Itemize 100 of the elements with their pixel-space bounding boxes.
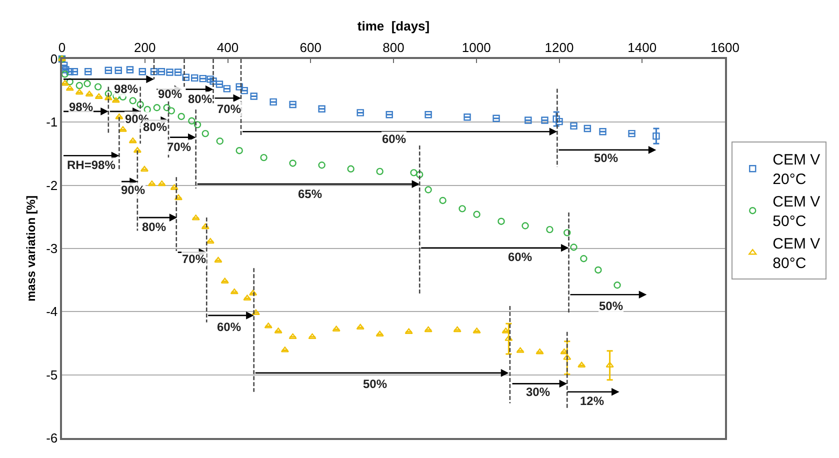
point bbox=[178, 112, 185, 120]
point bbox=[153, 104, 160, 112]
point bbox=[439, 196, 446, 204]
x-tick-label: 1200 bbox=[544, 40, 574, 56]
point bbox=[138, 68, 146, 76]
point bbox=[118, 126, 127, 132]
point bbox=[260, 154, 268, 162]
point bbox=[236, 83, 243, 90]
point bbox=[376, 330, 384, 337]
annotation: 70% bbox=[182, 252, 206, 266]
point bbox=[84, 80, 91, 88]
point bbox=[84, 68, 92, 76]
point bbox=[556, 118, 563, 126]
point bbox=[115, 114, 124, 120]
point bbox=[114, 66, 122, 74]
annotation: RH=98% bbox=[67, 158, 116, 172]
point bbox=[464, 114, 471, 121]
annotation: 80% bbox=[142, 220, 166, 234]
annotation: 60% bbox=[217, 320, 242, 334]
annotation: 80% bbox=[143, 120, 168, 134]
annotation: 80% bbox=[188, 92, 212, 106]
point bbox=[75, 88, 84, 95]
point bbox=[458, 205, 466, 212]
point bbox=[236, 146, 243, 154]
x-tick-label: 400 bbox=[216, 40, 239, 56]
point bbox=[410, 169, 418, 176]
point bbox=[541, 116, 548, 124]
y-tick-label: -1 bbox=[46, 114, 58, 130]
point bbox=[332, 326, 340, 332]
point bbox=[308, 333, 316, 340]
point bbox=[264, 322, 272, 328]
point bbox=[252, 309, 260, 316]
annotation: 70% bbox=[167, 140, 192, 154]
point bbox=[492, 114, 500, 122]
point bbox=[404, 328, 413, 334]
x-tick-label: 200 bbox=[134, 40, 156, 56]
point bbox=[140, 166, 149, 172]
point bbox=[104, 66, 112, 74]
point bbox=[599, 128, 606, 136]
point bbox=[202, 130, 209, 138]
point bbox=[318, 105, 326, 112]
annotation: 30% bbox=[526, 385, 550, 399]
point bbox=[580, 255, 588, 262]
point bbox=[560, 348, 568, 354]
y-axis-title: mass variation [%] bbox=[24, 195, 38, 302]
point bbox=[614, 282, 621, 289]
annotation: 90% bbox=[121, 183, 146, 197]
point bbox=[472, 328, 481, 334]
annotation: 70% bbox=[217, 102, 242, 116]
annotation: 50% bbox=[363, 377, 388, 391]
point bbox=[126, 66, 134, 74]
point bbox=[158, 180, 166, 186]
point bbox=[201, 223, 210, 230]
point bbox=[163, 104, 170, 112]
point bbox=[594, 266, 602, 274]
annotation: 65% bbox=[298, 187, 322, 201]
point bbox=[356, 324, 364, 330]
point bbox=[214, 256, 222, 263]
annotation: 90% bbox=[158, 87, 182, 101]
point bbox=[129, 97, 136, 104]
point bbox=[94, 83, 102, 90]
point bbox=[94, 93, 103, 99]
point bbox=[347, 165, 354, 173]
point bbox=[552, 115, 560, 123]
legend-label: CEM V 20°C bbox=[772, 152, 820, 188]
point bbox=[223, 85, 231, 92]
x-tick-label: 600 bbox=[300, 40, 322, 56]
point bbox=[502, 328, 510, 334]
point bbox=[270, 98, 277, 106]
point bbox=[652, 132, 660, 140]
annotation: 98% bbox=[69, 100, 94, 114]
annotation: 50% bbox=[594, 151, 618, 165]
annotation: 60% bbox=[382, 132, 406, 146]
point bbox=[128, 138, 137, 144]
point bbox=[240, 86, 248, 94]
point bbox=[386, 110, 393, 118]
point bbox=[563, 354, 572, 360]
point bbox=[473, 210, 480, 218]
point bbox=[546, 226, 554, 234]
point bbox=[188, 117, 196, 124]
point bbox=[133, 146, 142, 153]
point bbox=[274, 328, 282, 334]
point bbox=[194, 121, 202, 128]
annotation: 50% bbox=[599, 299, 624, 313]
point bbox=[206, 238, 214, 244]
point bbox=[66, 78, 74, 86]
x-tick-label: 800 bbox=[382, 40, 404, 56]
point bbox=[243, 294, 252, 300]
point bbox=[192, 214, 200, 220]
point bbox=[250, 92, 258, 100]
y-tick-label: -5 bbox=[46, 367, 58, 382]
point bbox=[424, 186, 432, 194]
point bbox=[168, 107, 175, 114]
y-tick-label: -6 bbox=[46, 430, 58, 446]
point bbox=[66, 85, 74, 91]
y-tick-label: -3 bbox=[46, 241, 58, 256]
point bbox=[216, 138, 224, 145]
x-axis-title: time [days] bbox=[357, 18, 430, 34]
legend-label: CEM V 80°C bbox=[772, 236, 820, 272]
y-tick-label: 0 bbox=[50, 52, 58, 67]
